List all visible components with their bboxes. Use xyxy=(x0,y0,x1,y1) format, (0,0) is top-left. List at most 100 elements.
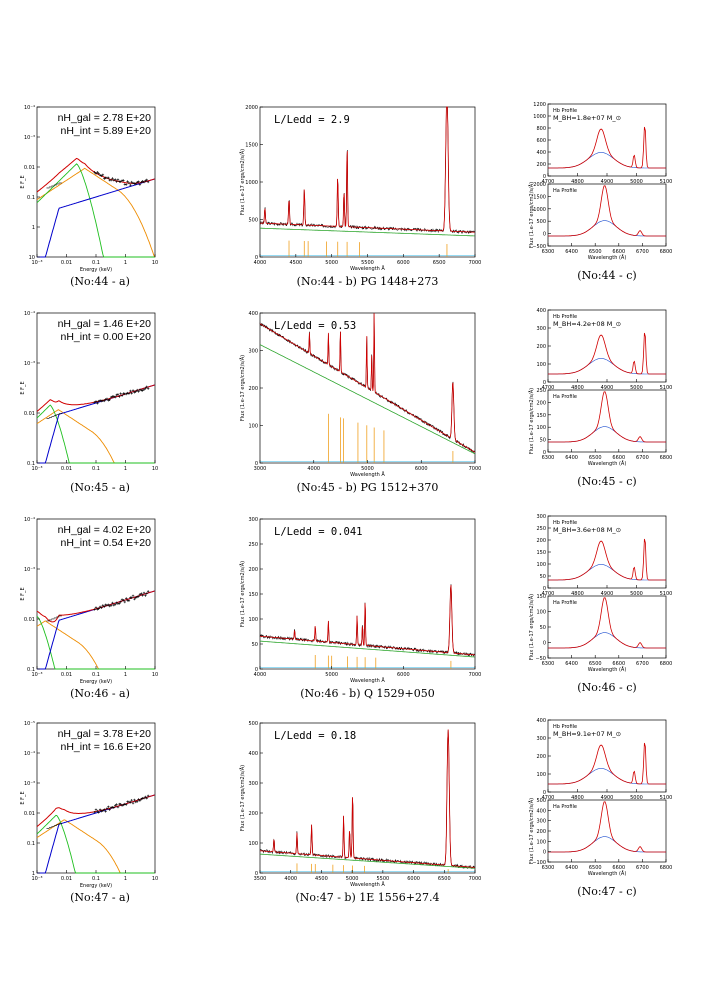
x-tick-label: 5000 xyxy=(630,179,643,185)
x-tick-label: 1 xyxy=(124,876,127,882)
y-tick-label: 10⁻⁴ xyxy=(24,517,35,523)
total-spectral-model xyxy=(260,729,475,868)
profile-ylabel: Flux (1.e-17 ergs/cm2/s/Å) xyxy=(528,182,535,248)
y-tick-label: 0.01 xyxy=(24,617,35,623)
y-tick-label: 0.1 xyxy=(27,195,35,201)
profile-caption: (No:45 - c) xyxy=(577,475,636,488)
x-tick-label: 6700 xyxy=(636,455,649,461)
x-tick-label: 4500 xyxy=(289,260,302,266)
profile-ylabel: Flux (1.e-17 ergs/cm2/s/Å) xyxy=(528,388,535,454)
comptonization-curve xyxy=(36,620,155,670)
optical-plot-frame xyxy=(259,722,476,874)
eddington-ratio-label: L/Ledd = 0.53 xyxy=(274,320,356,332)
y-tick-label: 1000 xyxy=(245,180,258,186)
y-tick-label: 0 xyxy=(543,380,546,386)
y-tick-label: 0 xyxy=(543,850,546,856)
x-tick-label: 4900 xyxy=(601,385,614,391)
y-tick-label: 10⁻³ xyxy=(24,361,35,367)
profile-xlabel: Wavelength (Å) xyxy=(588,870,627,877)
powerlaw-curve xyxy=(37,794,155,874)
x-tick-label: 5000 xyxy=(325,672,338,678)
x-tick-label: 5100 xyxy=(660,795,673,801)
x-tick-label: 6300 xyxy=(542,865,555,871)
optical-xlabel: Wavelength Å xyxy=(350,265,385,272)
x-tick-label: 6600 xyxy=(612,865,625,871)
x-tick-label: 5500 xyxy=(361,260,374,266)
x-tick-label: 6700 xyxy=(636,661,649,667)
nh-gal-label: nH_gal = 3.78 E+20 xyxy=(58,728,152,740)
total-spectral-model xyxy=(260,584,475,656)
y-tick-label: 200 xyxy=(536,162,546,168)
y-tick-label: 100 xyxy=(536,362,546,368)
y-tick-label: 0 xyxy=(543,790,546,796)
y-tick-label: 250 xyxy=(536,388,546,394)
profile-xlabel: Wavelength (Å) xyxy=(588,666,627,673)
x-tick-label: 3000 xyxy=(254,466,267,472)
x-tick-label: 5500 xyxy=(376,876,389,882)
optical-ylabel: Flux (1.e-17 ergs/cm2/s/Å) xyxy=(239,561,246,627)
y-tick-label: 0.1 xyxy=(27,841,35,847)
optical-ylabel: Flux (1.e-17 ergs/cm2/s/Å) xyxy=(239,765,246,831)
y-tick-label: 600 xyxy=(536,138,546,144)
y-tick-label: −50 xyxy=(535,656,546,662)
x-tick-label: 4800 xyxy=(571,179,584,185)
hbeta-total-fit xyxy=(548,538,666,581)
continuum-fit xyxy=(260,227,475,237)
disk-curve xyxy=(36,163,155,258)
hbeta-broad-component xyxy=(548,358,666,375)
halpha-total-fit xyxy=(548,597,666,649)
total-spectral-model xyxy=(260,106,475,233)
x-tick-label: 7000 xyxy=(469,876,482,882)
black-hole-mass-label: M_BH=1.8e+07 M_⊙ xyxy=(553,114,621,122)
comptonization-curve xyxy=(36,409,155,464)
x-tick-label: 10⁻³ xyxy=(31,466,42,472)
hbeta-total-fit xyxy=(548,742,666,785)
hbeta-profile-label: Hb Profile xyxy=(553,520,577,526)
halpha-broad-component xyxy=(548,220,666,237)
hbeta-profile-label: Hb Profile xyxy=(553,724,577,730)
y-tick-label: 50 xyxy=(540,625,546,631)
x-tick-label: 6600 xyxy=(612,249,625,255)
x-tick-label: 4000 xyxy=(254,672,267,678)
nh-int-label: nH_int = 16.6 E+20 xyxy=(61,741,152,753)
hbeta-total-fit xyxy=(548,126,666,169)
x-tick-label: 6400 xyxy=(565,455,578,461)
x-tick-label: 1 xyxy=(124,466,127,472)
y-tick-label: 250 xyxy=(248,542,258,548)
x-tick-label: 6300 xyxy=(542,455,555,461)
y-tick-label: 200 xyxy=(536,538,546,544)
x-tick-label: 7000 xyxy=(469,466,482,472)
y-tick-label: 0 xyxy=(543,450,546,456)
xray-panel-3: 1 0.1 0.01 10⁻³ 10⁻⁴ 10⁻⁵ 10⁻³ 0.01 0.1 1 10 E F_E E… xyxy=(20,721,158,904)
xray-xlabel: Energy (keV) xyxy=(80,267,112,273)
y-tick-label: 200 xyxy=(248,386,258,392)
x-tick-label: 6600 xyxy=(612,661,625,667)
powerlaw-curve xyxy=(37,590,155,670)
y-tick-label: 0.01 xyxy=(24,811,35,817)
x-tick-label: 6500 xyxy=(438,876,451,882)
y-tick-label: 100 xyxy=(248,617,258,623)
x-tick-label: 6400 xyxy=(565,661,578,667)
x-tick-label: 3500 xyxy=(254,876,267,882)
y-tick-label: 300 xyxy=(248,517,258,523)
y-tick-label: 0.01 xyxy=(24,411,35,417)
x-tick-label: 6700 xyxy=(636,249,649,255)
comptonization-curve xyxy=(36,167,156,258)
y-tick-label: 2000 xyxy=(533,182,546,188)
x-tick-label: 4700 xyxy=(542,795,555,801)
y-tick-label: 300 xyxy=(536,326,546,332)
y-tick-label: 500 xyxy=(536,798,546,804)
xray-caption: (No:44 - a) xyxy=(70,275,130,288)
xray-ylabel: E F_E xyxy=(20,381,26,394)
y-tick-label: 300 xyxy=(536,736,546,742)
y-tick-label: 150 xyxy=(536,594,546,600)
x-tick-label: 5100 xyxy=(660,591,673,597)
x-tick-label: 6500 xyxy=(433,260,446,266)
y-tick-label: 400 xyxy=(536,718,546,724)
total-model-curve xyxy=(36,794,155,827)
nh-int-label: nH_int = 0.54 E+20 xyxy=(61,537,152,549)
nh-int-label: nH_int = 5.89 E+20 xyxy=(61,125,152,137)
halpha-broad-component xyxy=(548,632,666,649)
y-tick-label: 400 xyxy=(536,308,546,314)
y-tick-label: 300 xyxy=(248,781,258,787)
